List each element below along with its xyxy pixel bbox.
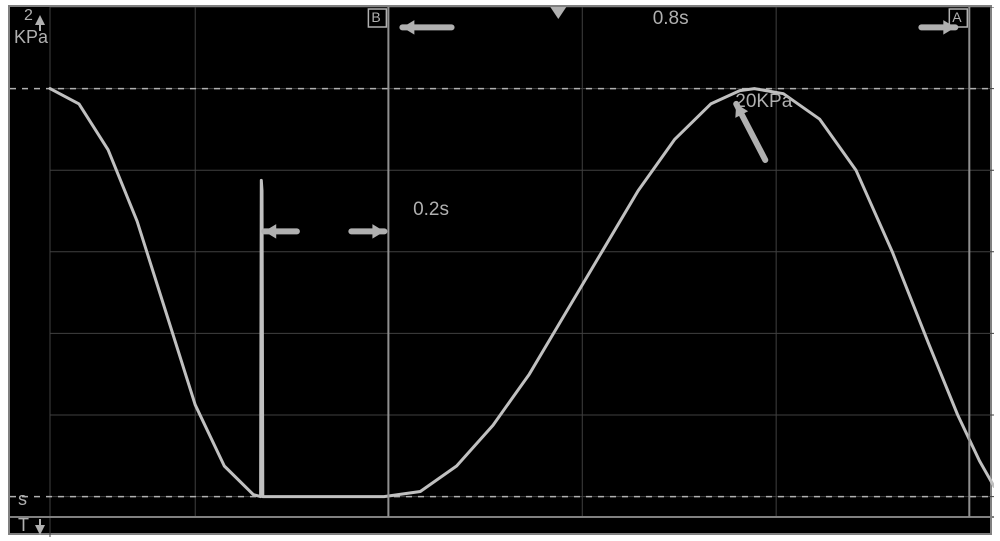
peak-label: 20KPa <box>735 91 792 113</box>
y-top-number: 2 <box>24 7 33 25</box>
cursor-a-label: A <box>952 9 961 25</box>
x-axis-unit: s <box>18 489 27 510</box>
span-08-label: 0.8s <box>653 8 689 30</box>
scope-frame: 2 KPa s T B A 0.8s 0.2s 20KPa <box>0 0 1000 541</box>
cursor-b-label: B <box>371 9 380 25</box>
span-02-label: 0.2s <box>413 199 449 221</box>
plot-svg <box>10 7 994 537</box>
trigger-symbol: T <box>18 515 29 536</box>
plot-area: 2 KPa s T B A 0.8s 0.2s 20KPa <box>8 5 992 535</box>
y-axis-unit: KPa <box>14 27 48 48</box>
